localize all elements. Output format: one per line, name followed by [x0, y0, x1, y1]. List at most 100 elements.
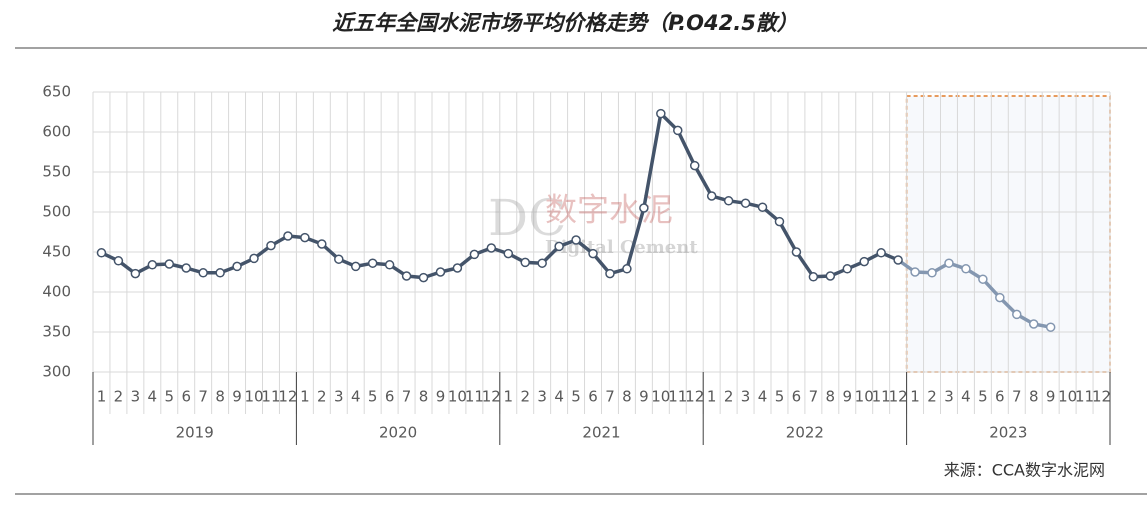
group-label: 2022: [786, 424, 824, 442]
x-tick-label: 1: [707, 388, 717, 406]
data-point: [791, 247, 802, 257]
data-point: [757, 202, 768, 212]
data-point: [147, 260, 158, 270]
x-tick-label: 1: [97, 388, 107, 406]
x-tick-label: 11: [1075, 388, 1094, 406]
data-point: [656, 108, 666, 119]
x-tick-label: 1: [300, 388, 310, 406]
x-tick-label: 11: [261, 388, 280, 406]
data-point: [842, 264, 853, 274]
x-tick-label: 9: [232, 388, 242, 406]
data-point: [300, 232, 310, 243]
data-point: [740, 198, 751, 208]
x-tick-label: 6: [385, 388, 395, 406]
x-tick-label: 6: [792, 388, 802, 406]
x-tick-label: 12: [685, 388, 704, 406]
y-tick-label: 450: [42, 243, 71, 261]
data-point: [418, 272, 429, 283]
x-tick-label: 11: [465, 388, 484, 406]
data-point: [249, 253, 259, 264]
data-point: [639, 203, 649, 213]
data-point: [944, 258, 954, 268]
x-tick-label: 12: [1092, 388, 1111, 406]
x-tick-label: 12: [482, 388, 501, 406]
x-tick-label: 6: [995, 388, 1005, 406]
data-point: [130, 268, 141, 279]
x-tick-label: 3: [537, 388, 547, 406]
data-point: [384, 260, 395, 270]
x-tick-label: 8: [1029, 388, 1039, 406]
x-tick-label: 8: [622, 388, 632, 406]
data-point: [537, 258, 547, 268]
data-point: [689, 160, 700, 171]
x-tick-label: 1: [910, 388, 920, 406]
data-point: [367, 258, 378, 268]
group-label: 2023: [989, 424, 1027, 442]
x-tick-label: 5: [165, 388, 175, 406]
y-tick-label: 650: [42, 83, 71, 101]
data-point: [198, 268, 208, 278]
data-point: [96, 248, 107, 258]
x-tick-label: 12: [278, 388, 297, 406]
watermark-subtitle: Digital Cement: [545, 237, 698, 258]
group-label: 2019: [176, 424, 214, 442]
data-point: [961, 264, 971, 274]
data-point: [266, 240, 276, 251]
x-tick-label: 7: [402, 388, 412, 406]
data-point: [774, 216, 785, 227]
x-tick-label: 8: [826, 388, 836, 406]
data-point: [893, 255, 903, 265]
data-point: [706, 191, 717, 201]
data-point: [164, 259, 175, 269]
y-tick-label: 300: [42, 363, 71, 381]
data-point: [723, 196, 734, 206]
data-point: [334, 254, 344, 264]
x-tick-label: 11: [872, 388, 891, 406]
x-tick-label: 10: [448, 388, 467, 406]
data-point: [605, 268, 615, 279]
x-tick-label: 10: [244, 388, 263, 406]
data-point: [622, 264, 632, 274]
x-tick-label: 4: [351, 388, 361, 406]
data-point: [673, 125, 683, 136]
x-tick-label: 8: [215, 388, 225, 406]
data-point: [486, 243, 497, 253]
data-point: [283, 231, 293, 241]
x-tick-label: 5: [775, 388, 785, 406]
line-segment: [692, 163, 714, 198]
watermark-name: 数字水泥: [545, 191, 673, 229]
data-point: [995, 292, 1005, 303]
data-point: [927, 268, 937, 278]
x-tick-label: 4: [554, 388, 564, 406]
x-tick-label: 10: [1058, 388, 1077, 406]
x-tick-label: 3: [741, 388, 751, 406]
x-tick-label: 3: [944, 388, 954, 406]
x-tick-label: 9: [843, 388, 853, 406]
x-tick-label: 6: [181, 388, 191, 406]
x-tick-label: 10: [651, 388, 670, 406]
x-tick-label: 7: [1012, 388, 1022, 406]
line-segment: [777, 219, 799, 254]
data-point: [571, 235, 581, 245]
data-point: [503, 248, 514, 259]
data-point: [1045, 322, 1056, 332]
y-tick-label: 600: [42, 123, 71, 141]
data-point: [350, 261, 361, 272]
group-label: 2020: [379, 424, 417, 442]
x-tick-label: 7: [198, 388, 208, 406]
data-point: [876, 248, 886, 258]
x-tick-label: 2: [114, 388, 124, 406]
y-tick-label: 400: [42, 283, 71, 301]
x-tick-label: 7: [605, 388, 615, 406]
data-point: [232, 261, 242, 272]
data-point: [215, 268, 225, 278]
x-tick-label: 12: [889, 388, 908, 406]
data-point: [469, 249, 480, 260]
source: 来源：CCA数字水泥网: [944, 461, 1105, 480]
data-point: [554, 241, 564, 252]
x-tick-label: 9: [1046, 388, 1056, 406]
x-tick-label: 3: [131, 388, 141, 406]
data-point: [452, 263, 463, 273]
chart-title: 近五年全国水泥市场平均价格走势（P.O42.5散）: [332, 11, 798, 35]
